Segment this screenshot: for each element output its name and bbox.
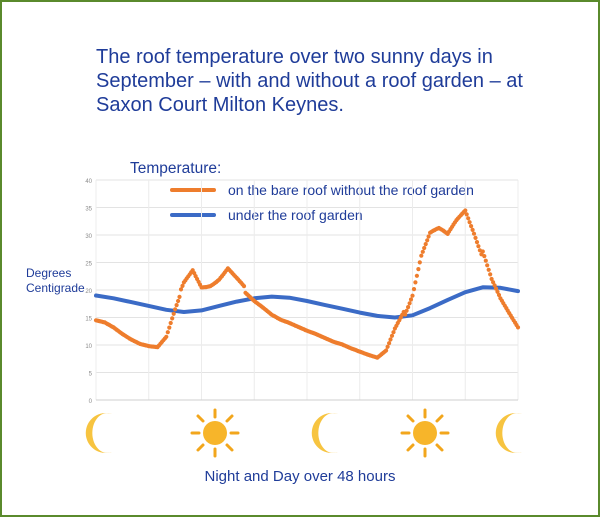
- y-tick-label: 0: [89, 399, 93, 405]
- data-point-bare-roof: [426, 234, 431, 239]
- data-point-bare-roof: [180, 283, 185, 288]
- data-point-bare-roof: [419, 253, 424, 258]
- legend-item-roof-garden: under the roof garden: [170, 205, 363, 225]
- data-point-bare-roof: [177, 294, 182, 299]
- data-point-bare-roof: [471, 231, 477, 236]
- data-point-bare-roof: [420, 249, 425, 254]
- series-line-roof-garden: [94, 285, 520, 320]
- data-point-bare-roof: [241, 284, 247, 289]
- data-point-bare-roof: [391, 330, 396, 335]
- data-point-bare-roof: [413, 280, 418, 285]
- y-tick-label: 35: [85, 207, 92, 213]
- y-tick-label: 40: [85, 179, 92, 185]
- data-point-bare-roof: [164, 334, 169, 339]
- moon-icon: [308, 408, 358, 458]
- legend-swatch-bare-roof: [170, 188, 216, 192]
- data-point-bare-roof: [489, 276, 494, 282]
- y-tick-label: 15: [85, 317, 92, 323]
- data-point-bare-roof: [422, 245, 427, 251]
- data-point-bare-roof: [467, 220, 472, 225]
- data-point-bare-roof: [170, 316, 175, 321]
- data-point-bare-roof: [470, 227, 475, 232]
- data-point-bare-roof: [408, 297, 414, 302]
- y-tick-label: 25: [85, 262, 92, 268]
- data-point-bare-roof: [480, 249, 485, 254]
- data-point-bare-roof: [385, 344, 390, 349]
- y-axis-label: Degrees Centigrade: [26, 266, 85, 295]
- data-point-bare-roof: [171, 311, 176, 316]
- data-point-bare-roof: [492, 283, 497, 288]
- data-point-bare-roof: [473, 235, 478, 240]
- data-point-bare-roof: [496, 292, 502, 298]
- data-point-bare-roof: [406, 305, 411, 310]
- data-point-bare-roof: [416, 267, 421, 272]
- data-point-bare-roof: [463, 208, 468, 213]
- data-point-bare-roof: [482, 254, 487, 259]
- data-point-bare-roof: [474, 240, 480, 245]
- chart-title: The roof temperature over two sunny days…: [96, 46, 523, 116]
- sun-icon: [400, 408, 450, 458]
- data-point-bare-roof: [485, 263, 490, 268]
- data-point-bare-roof: [425, 238, 430, 243]
- data-point-bare-roof: [469, 224, 474, 229]
- y-tick-label: 10: [85, 344, 92, 350]
- data-point-bare-roof: [483, 258, 488, 263]
- data-point-bare-roof: [388, 337, 393, 342]
- data-point-bare-roof: [174, 303, 179, 308]
- data-point-bare-roof: [165, 330, 170, 335]
- data-point-bare-roof: [486, 267, 491, 272]
- y-tick-label: 5: [89, 372, 93, 378]
- data-point-bare-roof: [495, 289, 500, 294]
- data-point-bare-roof: [410, 293, 415, 298]
- legend-label-roof-garden: under the roof garden: [228, 207, 363, 223]
- data-point-bare-roof: [178, 287, 184, 292]
- data-point-bare-roof: [173, 307, 178, 312]
- data-point-bare-roof: [515, 325, 521, 330]
- legend-title: Temperature:: [130, 160, 222, 177]
- data-point-bare-roof: [464, 212, 469, 217]
- data-point-bare-roof: [167, 325, 172, 330]
- moon-icon: [492, 408, 542, 458]
- sun-icon: [190, 408, 240, 458]
- data-point-bare-roof: [488, 272, 493, 277]
- data-point-bare-roof: [493, 286, 499, 291]
- data-point-bare-roof: [417, 260, 422, 265]
- legend-swatch-roof-garden: [170, 213, 216, 217]
- data-point-bare-roof: [407, 301, 412, 306]
- data-point-bare-roof: [411, 287, 417, 292]
- data-point-bare-roof: [176, 298, 181, 304]
- data-point-bare-roof: [387, 341, 392, 346]
- data-point-bare-roof: [404, 308, 409, 313]
- data-point-bare-roof: [476, 244, 481, 249]
- data-point-bare-roof: [414, 273, 419, 278]
- data-point-bare-roof: [389, 333, 395, 338]
- y-tick-label: 30: [85, 234, 92, 240]
- data-point-bare-roof: [384, 348, 389, 353]
- x-axis-label: Night and Day over 48 hours: [204, 468, 396, 485]
- y-tick-label: 20: [85, 289, 92, 295]
- data-point-bare-roof: [491, 280, 496, 285]
- moon-icon: [82, 408, 132, 458]
- data-point-bare-roof: [423, 242, 428, 247]
- data-point-bare-roof: [466, 216, 471, 221]
- data-point-bare-roof: [403, 312, 408, 317]
- data-point-bare-roof: [168, 320, 173, 326]
